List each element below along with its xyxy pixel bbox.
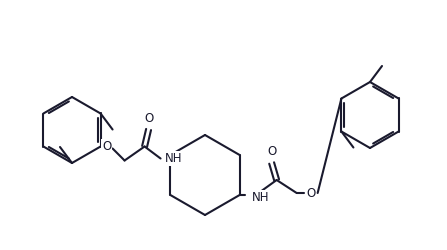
Text: O: O [267,145,276,158]
Text: NH: NH [164,152,182,165]
Text: O: O [144,112,153,124]
Text: O: O [306,186,315,200]
Text: NH: NH [252,190,269,203]
Text: O: O [102,140,111,153]
